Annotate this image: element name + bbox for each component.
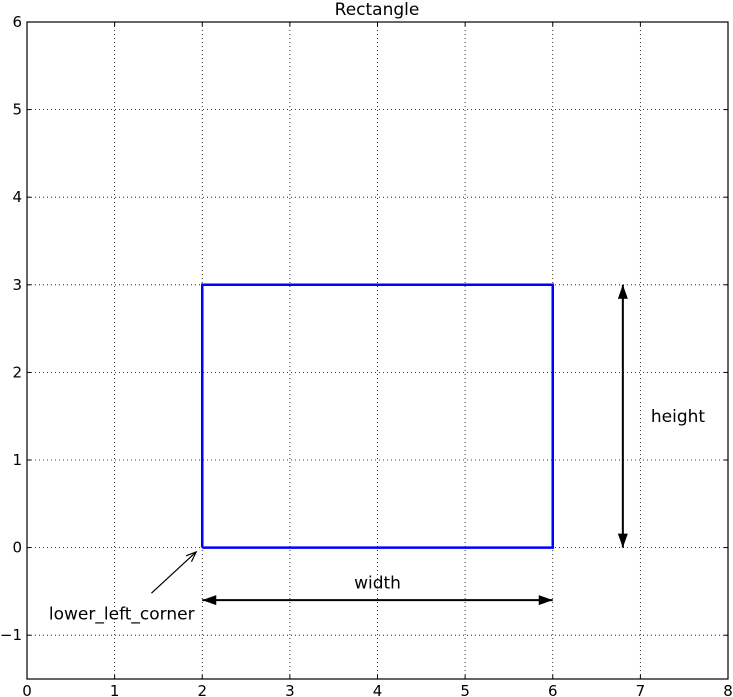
x-tick-label: 4: [373, 682, 383, 697]
y-tick-label: 2: [12, 363, 22, 381]
arrowhead: [185, 550, 198, 562]
arrowhead: [202, 595, 217, 606]
annotation-label: lower_left_corner: [49, 604, 195, 624]
x-tick-label: 6: [548, 682, 558, 697]
y-tick-label: −1: [0, 626, 22, 644]
x-tick-label: 5: [460, 682, 470, 697]
chart-title: Rectangle: [335, 0, 420, 20]
x-tick-label: 8: [723, 682, 733, 697]
annotation-label: height: [651, 407, 706, 427]
x-tick-label: 3: [285, 682, 295, 697]
annotations-layer: width height lower_left_corner: [49, 284, 706, 624]
y-tick-label: 4: [12, 188, 22, 206]
rectangle-outline: [201, 283, 554, 549]
arrowhead: [617, 533, 628, 548]
y-tick-label: 6: [12, 13, 22, 31]
annotation-arrow: [151, 551, 197, 594]
x-tick-label: 0: [22, 682, 32, 697]
ticks-layer: 0 1 2 3 4 5 6 7 8 −1 0 1 2 3 4 5 6: [0, 13, 733, 697]
y-tick-label: 3: [12, 276, 22, 294]
y-tick-label: 0: [12, 539, 22, 557]
series-layer: [201, 283, 554, 549]
arrowhead: [617, 284, 628, 299]
y-tick-label: 5: [12, 101, 22, 119]
arrowhead: [538, 595, 553, 606]
annotation-label: width: [354, 574, 401, 594]
y-tick-label: 1: [12, 451, 22, 469]
x-tick-label: 2: [197, 682, 207, 697]
x-tick-label: 7: [636, 682, 646, 697]
x-tick-label: 1: [110, 682, 120, 697]
